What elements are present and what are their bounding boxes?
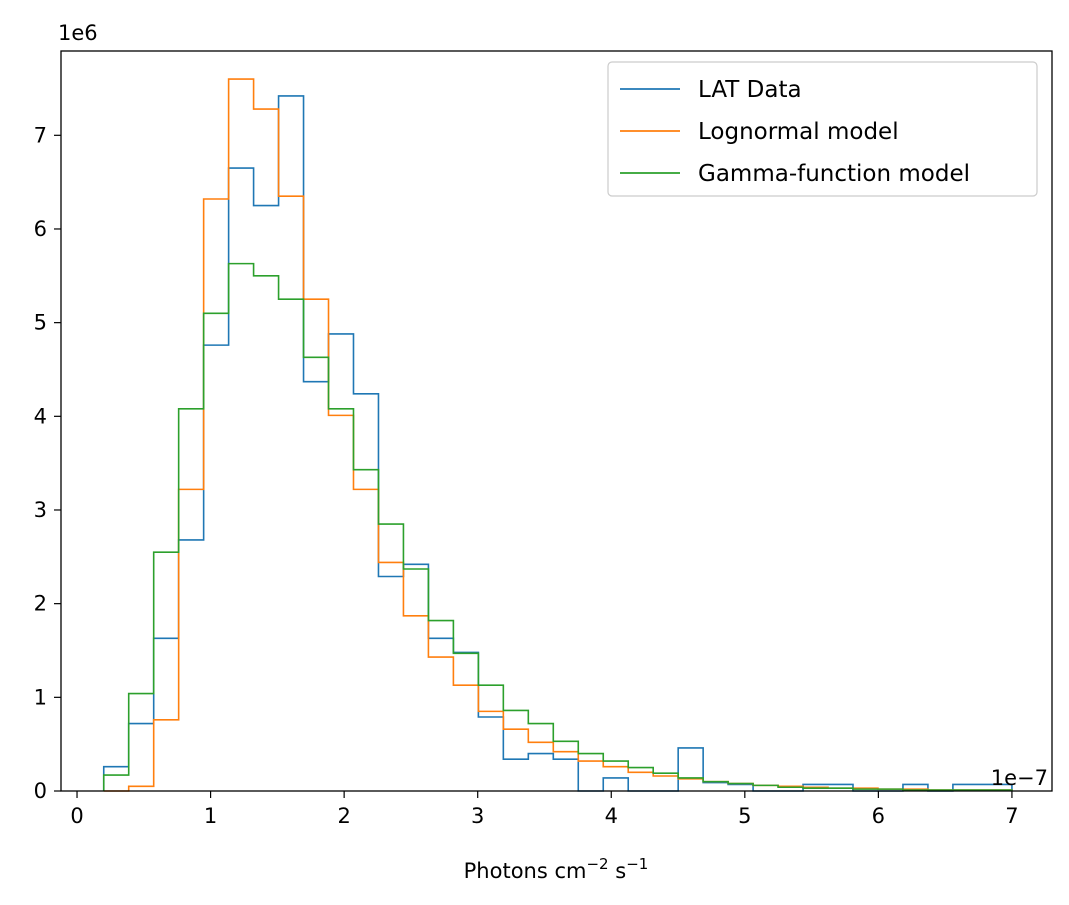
x-tick-label: 2 [337, 804, 350, 828]
y-tick-label: 2 [34, 592, 47, 616]
y-tick-label: 1 [34, 685, 47, 709]
x-tick-label: 7 [1005, 804, 1018, 828]
y-tick-label: 4 [34, 404, 47, 428]
x-tick-label: 5 [738, 804, 751, 828]
y-tick-label: 7 [34, 123, 47, 147]
legend-entry-label: Gamma-function model [698, 161, 970, 187]
y-tick-label: 3 [34, 498, 47, 522]
legend-box [607, 61, 1038, 197]
x-axis-label: Photons cm−2 s−1 [464, 855, 649, 883]
series-layer [102, 78, 1013, 792]
series-line-2 [103, 78, 1013, 792]
y-tick-label: 5 [34, 311, 47, 335]
y-axis: 0 1 2 3 4 5 6 7 [34, 123, 61, 803]
plot-frame [60, 50, 1053, 792]
x-tick-label: 4 [605, 804, 618, 828]
x-axis-label-exp2: −1 [626, 855, 648, 873]
legend-entry-label: LAT Data [698, 77, 802, 103]
legend: LAT Data Lognormal model Gamma-function mo… [607, 61, 1038, 197]
x-axis-label-mid: s [609, 859, 627, 883]
x-axis: 0 1 2 3 4 5 6 7 [70, 791, 1019, 828]
y-offset-label: 1e6 [58, 21, 98, 45]
x-tick-label: 3 [471, 804, 484, 828]
legend-entry-label: Lognormal model [698, 119, 899, 145]
series-line-1 [102, 95, 1013, 792]
x-axis-label-exp1: −2 [586, 855, 608, 873]
y-tick-label: 6 [34, 217, 47, 241]
y-tick-label: 0 [34, 779, 47, 803]
x-tick-label: 0 [70, 804, 83, 828]
x-tick-label: 6 [872, 804, 885, 828]
x-tick-label: 1 [204, 804, 217, 828]
series-line-3 [102, 262, 1013, 791]
x-axis-label-base: Photons cm [464, 859, 587, 883]
x-offset-label: 1e−7 [991, 766, 1048, 790]
